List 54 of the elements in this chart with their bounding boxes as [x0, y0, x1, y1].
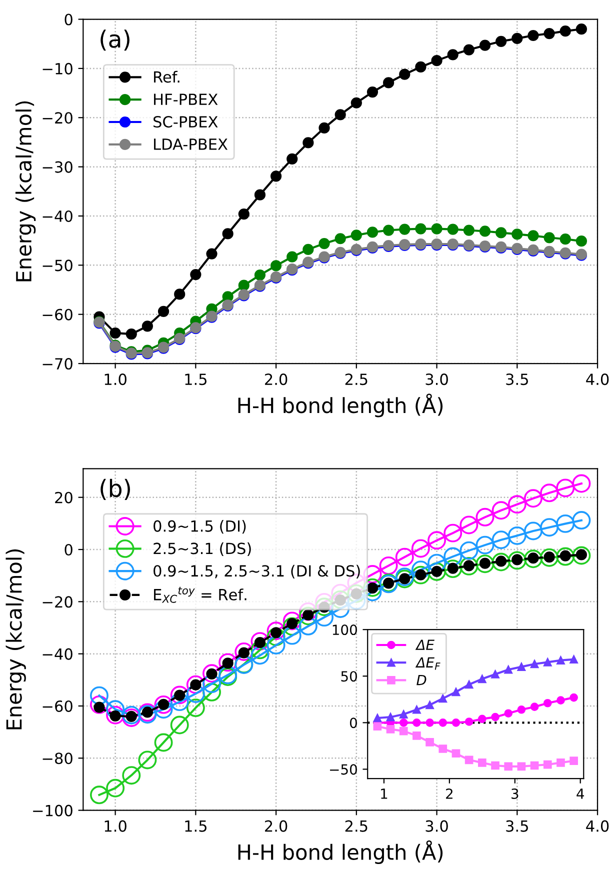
y-tick-label: −60: [42, 308, 72, 320]
y-tick-label: −50: [330, 764, 357, 775]
y-tick-label: 20: [55, 492, 72, 504]
x-tick-label: 3.5: [506, 374, 528, 386]
y-tick-label: 0: [350, 718, 357, 728]
annotation: (b): [100, 478, 130, 500]
y-tick-label: 0: [64, 544, 72, 556]
x-tick-label: 4: [576, 788, 584, 799]
legend-label: Ref.: [154, 70, 180, 83]
legend-label: HF-PBEX: [154, 94, 218, 105]
y-tick-label: −60: [42, 700, 72, 712]
y-tick-label: −30: [42, 161, 72, 173]
x-tick-label: 2.0: [265, 820, 288, 832]
x-tick-label: 1.5: [185, 820, 206, 832]
x-tick-label: 3.0: [426, 820, 448, 832]
x-tick-label: 3.0: [426, 374, 448, 386]
y-tick-label: −20: [42, 112, 72, 124]
x-axis-title: H-H bond length (Å): [238, 394, 443, 418]
legend-label: LDA-PBEX: [154, 138, 228, 150]
legend-label: ΔE$_{F}$: [415, 657, 440, 670]
y-axis-title: Energy (kcal/mol): [6, 549, 26, 730]
legend-label: 2.5~3.1 (DS): [154, 542, 251, 556]
y-tick-label: −40: [42, 210, 72, 222]
y-tick-label: −40: [42, 648, 72, 660]
legend-label: ΔE: [415, 640, 434, 650]
x-tick-label: 3.5: [506, 820, 528, 832]
x-tick-label: 3: [512, 788, 518, 799]
x-axis-title: H-H bond length (Å): [238, 840, 443, 864]
y-tick-label: −50: [42, 260, 72, 272]
y-tick-label: 100: [332, 624, 357, 636]
y-tick-label: −80: [42, 752, 72, 764]
legend-label: SC-PBEX: [154, 116, 218, 128]
x-tick-label: 1: [381, 788, 388, 799]
y-tick-label: −100: [33, 804, 72, 816]
y-tick-label: 0: [64, 14, 72, 26]
y-axis-title: Energy (kcal/mol): [15, 101, 36, 282]
legend-label: 0.9~1.5 (DI): [154, 520, 246, 534]
x-tick-label: 2: [446, 788, 452, 799]
x-tick-label: 4.0: [586, 374, 609, 386]
x-tick-label: 2.5: [345, 374, 368, 386]
x-tick-label: 4.0: [586, 820, 609, 832]
x-tick-label: 1.5: [185, 374, 206, 386]
legend-label: 0.9~1.5, 2.5~3.1 (DI & DS): [154, 564, 360, 578]
x-tick-label: 1.0: [104, 374, 126, 386]
annotation: (a): [100, 30, 130, 51]
y-tick-label: 50: [341, 671, 357, 682]
legend-label: D: [416, 674, 426, 686]
y-tick-label: −10: [42, 62, 72, 74]
y-tick-label: −20: [42, 596, 72, 608]
x-tick-label: 2.5: [345, 820, 368, 832]
legend-label: E$_{XC}$$^{toy}$ = Ref.: [154, 586, 246, 603]
y-tick-label: −70: [42, 358, 72, 370]
x-tick-label: 2.0: [265, 374, 288, 386]
x-tick-label: 1.0: [104, 820, 126, 832]
